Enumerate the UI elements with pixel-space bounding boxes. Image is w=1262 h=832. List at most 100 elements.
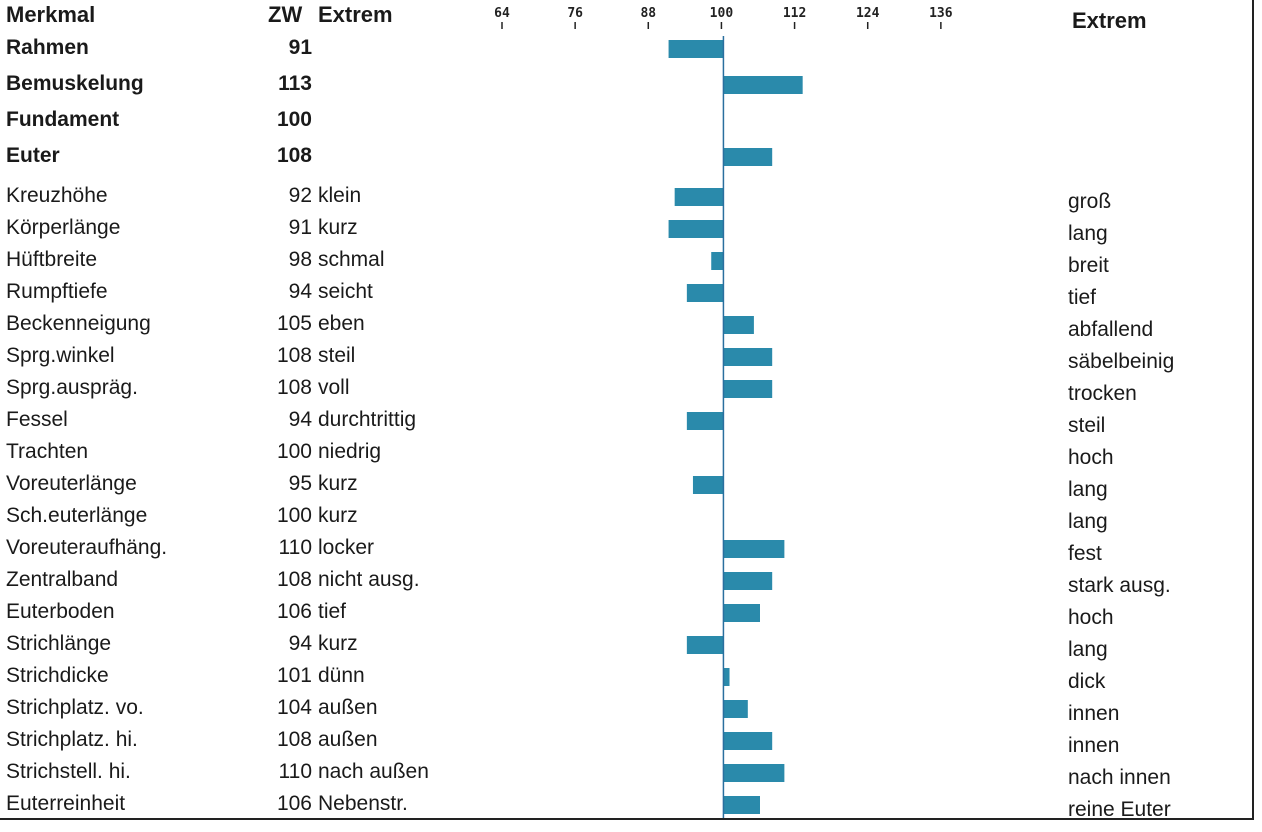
trait-label: Kreuzhöhe — [6, 184, 108, 207]
trait-row: Kreuzhöhe 92 klein groß — [0, 180, 1252, 213]
left-extreme-label: außen — [318, 696, 378, 719]
x-tick-label: 88 — [640, 6, 656, 21]
breeding-value: 108 — [276, 144, 312, 167]
x-tick-label: 76 — [567, 6, 583, 21]
right-extreme-label: breit — [1068, 254, 1109, 277]
bar — [723, 316, 754, 334]
trait-label: Strichdicke — [6, 664, 109, 687]
right-extreme-label: tief — [1068, 286, 1097, 309]
left-extreme-label: steil — [318, 344, 356, 367]
breeding-value: 106 — [276, 600, 312, 623]
trait-row: Sch.euterlänge 100 kurz lang — [0, 500, 1252, 533]
bar — [668, 220, 724, 238]
bar — [723, 732, 773, 750]
breeding-value: 91 — [288, 36, 312, 59]
right-extreme-label: hoch — [1068, 446, 1114, 469]
trait-label: Rumpftiefe — [6, 280, 108, 303]
breeding-value: 104 — [276, 696, 312, 719]
trait-label: Euterreinheit — [6, 792, 126, 815]
left-extreme-label: kurz — [318, 216, 358, 239]
breeding-value: 105 — [276, 312, 312, 335]
breeding-value: 95 — [288, 472, 312, 495]
trait-row: Fessel 94 durchtrittig steil — [0, 404, 1252, 437]
trait-row: Sprg.auspräg. 108 voll trocken — [0, 372, 1252, 405]
right-extreme-label: säbelbeinig — [1068, 350, 1175, 373]
trait-label: Beckenneigung — [6, 312, 151, 335]
breeding-value: 108 — [276, 568, 312, 591]
trait-label: Voreuterlänge — [6, 472, 137, 495]
trait-label: Hüftbreite — [6, 248, 98, 271]
bar — [723, 348, 773, 366]
right-extreme-label: dick — [1068, 670, 1106, 693]
left-extreme-label: niedrig — [318, 440, 382, 463]
trait-label: Strichstell. hi. — [6, 760, 131, 783]
breeding-value: 100 — [276, 108, 312, 131]
trait-row: Strichdicke 101 dünn dick — [0, 660, 1252, 693]
x-tick-label: 124 — [856, 6, 880, 21]
right-extreme-label: fest — [1068, 542, 1102, 565]
left-extreme-label: nach außen — [318, 760, 429, 783]
trait-label: Trachten — [6, 440, 89, 463]
left-extreme-label: seicht — [318, 280, 373, 303]
bar — [711, 252, 724, 270]
trait-row: Strichlänge 94 kurz lang — [0, 628, 1252, 661]
right-extreme-label: nach innen — [1068, 766, 1171, 789]
trait-row: Strichplatz. vo. 104 außen innen — [0, 692, 1252, 725]
left-extreme-label: kurz — [318, 504, 358, 527]
trait-row: Rahmen 91 — [0, 32, 1252, 64]
bar — [723, 540, 785, 558]
bar — [723, 796, 760, 814]
breeding-value: 94 — [288, 632, 312, 655]
trait-label: Euterboden — [6, 600, 115, 623]
breeding-value: 101 — [276, 664, 312, 687]
breeding-value: 92 — [288, 184, 312, 207]
bar — [668, 40, 724, 58]
left-extreme-label: dünn — [318, 664, 365, 687]
left-extreme-label: kurz — [318, 472, 358, 495]
trait-label: Bemuskelung — [6, 72, 144, 95]
right-extreme-label: abfallend — [1068, 318, 1154, 341]
breeding-value: 108 — [276, 344, 312, 367]
breeding-value: 106 — [276, 792, 312, 815]
bar — [674, 188, 724, 206]
breeding-value: 100 — [276, 440, 312, 463]
left-extreme-label: nicht ausg. — [318, 568, 420, 591]
breeding-value: 113 — [278, 72, 312, 95]
right-extreme-label: stark ausg. — [1068, 574, 1171, 597]
x-tick-label: 64 — [494, 6, 510, 21]
trait-row: Voreuterlänge 95 kurz lang — [0, 468, 1252, 501]
trait-label: Sprg.winkel — [6, 344, 115, 367]
header-merkmal: Merkmal — [6, 2, 96, 27]
trait-label: Voreuteraufhäng. — [6, 536, 168, 559]
right-extreme-label: steil — [1068, 414, 1106, 437]
left-extreme-label: eben — [318, 312, 365, 335]
left-extreme-label: tief — [318, 600, 347, 623]
breeding-value: 108 — [276, 728, 312, 751]
trait-row: Beckenneigung 105 eben abfallend — [0, 308, 1252, 341]
trait-row: Fundament 100 — [0, 104, 1252, 136]
right-extreme-label: lang — [1068, 222, 1108, 245]
left-extreme-label: durchtrittig — [318, 408, 417, 431]
bar — [723, 700, 748, 718]
header-extrem-right: Extrem — [1072, 8, 1147, 33]
breeding-value: 94 — [288, 280, 312, 303]
bar — [723, 572, 773, 590]
trait-row: Euterreinheit 106 Nebenstr. reine Euter — [0, 788, 1252, 821]
breeding-value: 110 — [278, 536, 312, 559]
trait-row: Hüftbreite 98 schmal breit — [0, 244, 1252, 277]
trait-row: Strichstell. hi. 110 nach außen nach innen — [0, 756, 1252, 789]
left-extreme-label: locker — [318, 536, 375, 559]
bar — [692, 476, 724, 494]
breeding-value: 110 — [278, 760, 312, 783]
header-extrem-left: Extrem — [318, 2, 393, 27]
breeding-value: 91 — [288, 216, 312, 239]
right-extreme-label: groß — [1068, 190, 1112, 213]
trait-row: Sprg.winkel 108 steil säbelbeinig — [0, 340, 1252, 373]
trait-row: Euter 108 — [0, 140, 1252, 172]
right-extreme-label: innen — [1068, 702, 1120, 725]
trait-row: Euterboden 106 tief hoch — [0, 596, 1252, 629]
breeding-value: 94 — [288, 408, 312, 431]
bar — [723, 604, 760, 622]
bar — [723, 76, 803, 94]
